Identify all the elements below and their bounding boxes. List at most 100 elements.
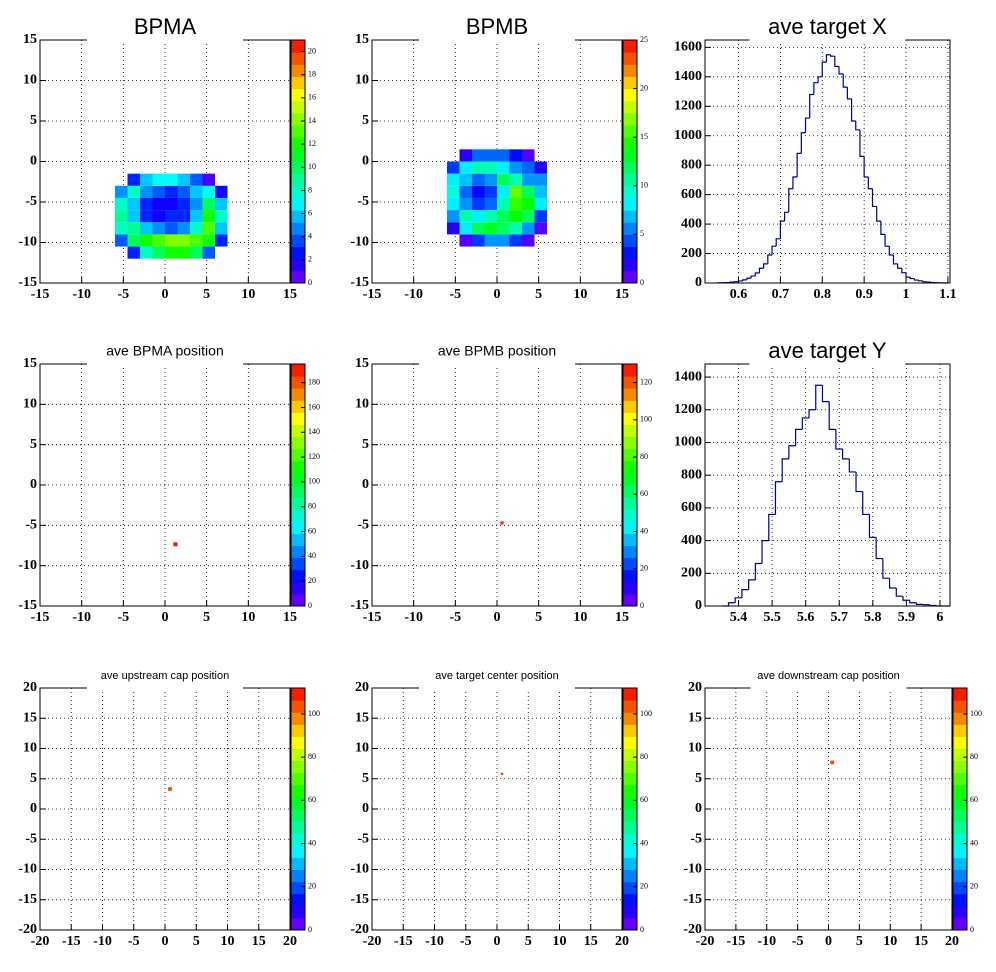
y-tick-label: -20	[18, 922, 37, 937]
heat-cell	[472, 161, 485, 174]
x-tick-label: -20	[31, 934, 50, 949]
x-tick-label: 15	[615, 610, 629, 625]
x-tick-label: 15	[914, 934, 928, 949]
heat-cell	[202, 185, 215, 198]
colorbar-band	[291, 161, 305, 175]
colorbar-band	[623, 593, 637, 607]
hist-step	[902, 596, 910, 601]
x-tick-label: -5	[449, 287, 461, 302]
hist-step	[737, 280, 743, 282]
hist-step	[875, 537, 883, 560]
hist-step	[783, 211, 789, 222]
hist-step	[905, 272, 911, 278]
y-tick-label: 0	[30, 154, 37, 169]
heat-cell	[190, 222, 203, 235]
heat-cell	[202, 197, 215, 211]
colorbar-band	[953, 881, 967, 895]
z-tick-label: 20	[308, 882, 316, 891]
hist-step	[929, 604, 937, 607]
z-tick-label: 4	[308, 232, 312, 241]
z-tick-label: 20	[308, 576, 316, 585]
colorbar-band	[623, 833, 637, 846]
colorbar-band	[623, 376, 637, 389]
colorbar-band	[623, 869, 637, 883]
colorbar-band	[623, 52, 637, 65]
y-tick-label: 20	[688, 680, 702, 695]
colorbar-band	[291, 869, 305, 883]
colorbar-band	[291, 545, 305, 559]
z-tick-label: 120	[308, 452, 320, 461]
z-tick-label: 10	[640, 181, 648, 190]
hist-step	[842, 449, 850, 460]
colorbar-band	[623, 185, 637, 199]
colorbar-band	[623, 857, 637, 870]
x-tick-label: -10	[72, 287, 91, 302]
y-tick-label: 1000	[674, 128, 702, 143]
hist-step	[746, 277, 752, 280]
colorbar-band	[291, 364, 305, 377]
colorbar-band	[623, 460, 637, 474]
hist-step	[863, 156, 869, 178]
x-tick-label: 0.7	[772, 287, 790, 302]
colorbar-band	[291, 821, 305, 834]
colorbar-band	[291, 521, 305, 534]
heat-cell	[484, 234, 497, 247]
heat-cell	[152, 234, 165, 247]
heat-cell	[152, 173, 165, 186]
hist-step	[748, 579, 756, 590]
z-tick-label: 12	[308, 139, 316, 148]
hist-step	[880, 221, 886, 235]
hist-step	[862, 491, 870, 516]
title-box	[87, 18, 243, 42]
heat-cell	[140, 246, 153, 259]
colorbar-band	[291, 424, 305, 438]
heat-cell	[472, 173, 485, 186]
y-tick-label: 5	[695, 771, 702, 786]
hist-step	[734, 597, 742, 603]
z-tick-label: 80	[308, 502, 316, 511]
heat-cell	[497, 210, 510, 223]
z-tick-label: 0	[970, 925, 974, 934]
colorbar-frame	[622, 687, 638, 931]
heat-cell	[472, 234, 485, 247]
z-tick-label: 25	[640, 35, 648, 44]
x-tick-label: 15	[283, 287, 297, 302]
z-tick-label: 5	[640, 229, 644, 238]
colorbar-band	[953, 736, 967, 749]
colorbar-band	[291, 460, 305, 474]
heat-cell	[484, 185, 497, 198]
colorbar-band	[623, 736, 637, 749]
colorbar-band	[291, 448, 305, 462]
x-tick-label: 0	[162, 287, 169, 302]
y-tick-label: -10	[350, 558, 369, 573]
x-tick-label: 1	[903, 287, 910, 302]
colorbar-band	[623, 173, 637, 187]
heat-cell	[447, 161, 460, 174]
y-tick-label: 200	[681, 566, 702, 581]
heat-cell	[177, 234, 190, 247]
heat-cell	[140, 197, 153, 211]
z-tick-label: 100	[970, 709, 982, 718]
title-box	[419, 666, 575, 690]
colorbar-band	[291, 833, 305, 846]
heat-cell	[215, 234, 228, 247]
colorbar-frame	[622, 39, 638, 284]
heat-cell	[500, 772, 504, 776]
heat-cell	[472, 185, 485, 198]
z-tick-label: 60	[308, 795, 316, 804]
hist-step	[792, 176, 798, 189]
colorbar-band	[291, 88, 305, 102]
heat-cell	[168, 787, 172, 791]
colorbar-band	[291, 760, 305, 774]
z-tick-label: 100	[308, 709, 320, 718]
heat-cell	[459, 149, 472, 162]
y-tick-label: 1400	[674, 369, 702, 384]
colorbar-band	[291, 796, 305, 810]
z-tick-label: 40	[970, 838, 978, 847]
z-tick-label: 60	[308, 526, 316, 535]
colorbar-band	[623, 100, 637, 114]
y-tick-label: 10	[355, 741, 369, 756]
panel-title: ave upstream cap position	[101, 670, 229, 682]
hist-step	[892, 255, 898, 265]
y-tick-label: 15	[355, 356, 369, 371]
